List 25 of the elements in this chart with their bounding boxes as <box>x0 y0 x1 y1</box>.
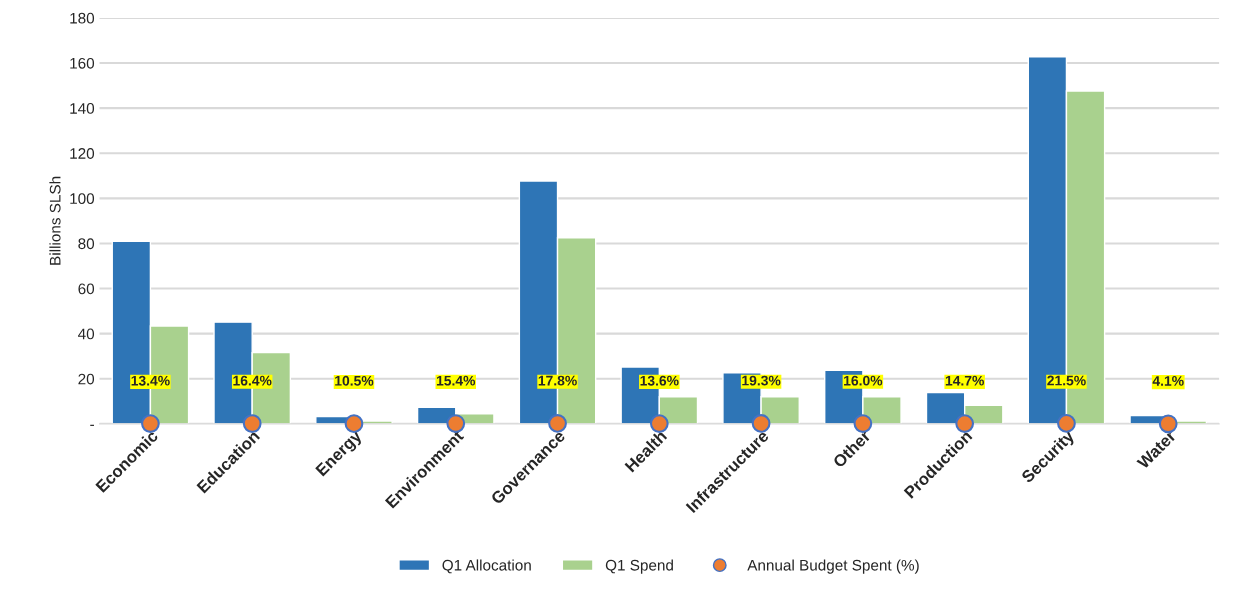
data-label: 21.5% <box>1047 375 1086 386</box>
data-label: 17.8% <box>538 375 577 386</box>
legend-label: Q1 Spend <box>605 559 673 574</box>
y-axis-title: Billions SLSh <box>49 176 61 265</box>
y-tick-label: - <box>90 424 94 426</box>
y-tick-label: 60 <box>78 283 95 295</box>
data-label: 16.4% <box>233 375 272 386</box>
data-label: 4.1% <box>1152 376 1184 386</box>
legend-label: Annual Budget Spent (%) <box>747 559 919 574</box>
legend-label: Q1 Allocation <box>442 559 531 574</box>
data-label: 15.4% <box>436 375 476 386</box>
y-tick-label: 100 <box>70 193 95 205</box>
data-label: 13.6% <box>640 375 679 386</box>
data-label: 14.7% <box>945 375 984 386</box>
y-tick-label: 160 <box>70 57 95 69</box>
data-label: 19.3% <box>742 375 781 386</box>
y-tick-label: 120 <box>70 148 95 159</box>
data-label: 13.4% <box>131 375 170 386</box>
data-label: 10.5% <box>335 375 374 386</box>
y-tick-label: 80 <box>78 238 95 250</box>
y-tick-label: 180 <box>70 12 95 24</box>
y-tick-label: 40 <box>78 328 95 340</box>
y-tick-label: 20 <box>78 373 95 385</box>
y-tick-label: 140 <box>70 102 95 114</box>
data-label: 16.0% <box>844 375 883 386</box>
